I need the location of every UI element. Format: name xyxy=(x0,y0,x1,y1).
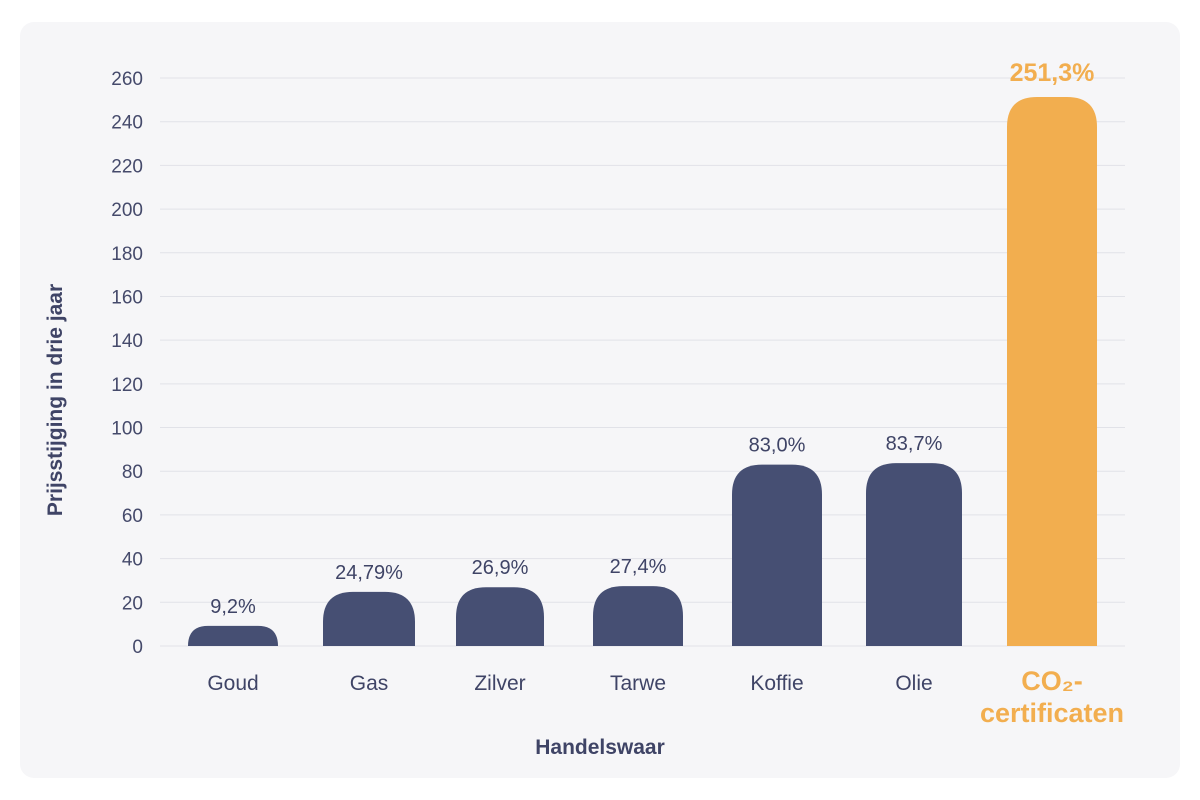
bar-gas xyxy=(323,591,415,646)
value-label: 251,3% xyxy=(1010,59,1095,87)
y-tick-label: 40 xyxy=(122,550,143,571)
value-label: 27,4% xyxy=(610,556,667,578)
bar-zilver xyxy=(456,587,544,646)
y-tick-label: 260 xyxy=(111,69,143,90)
x-tick-label: Olie xyxy=(895,672,932,695)
y-tick-label: 240 xyxy=(111,113,143,134)
x-tick-line: Olie xyxy=(895,672,932,695)
y-axis-ticks: 0 20 40 60 80 100 120 140 160 180 200 220 240 260 xyxy=(111,69,143,658)
gridlines xyxy=(160,77,1125,647)
y-tick-label: 140 xyxy=(111,331,143,352)
bar-co-certificaten xyxy=(1007,97,1097,646)
x-tick-line: Koffie xyxy=(750,672,803,695)
value-label: 83,7% xyxy=(886,433,943,455)
value-label: 26,9% xyxy=(472,557,529,579)
y-tick-label: 180 xyxy=(111,244,143,265)
y-tick-label: 220 xyxy=(111,156,143,177)
value-labels: 9,2% 24,79% 26,9% 27,4% 83,0% 83,7% 251,3% xyxy=(210,59,1094,618)
y-tick-label: 20 xyxy=(122,593,143,614)
y-tick-label: 160 xyxy=(111,287,143,308)
x-tick-line: Tarwe xyxy=(610,672,666,695)
x-tick-line: Zilver xyxy=(474,672,525,695)
y-tick-label: 60 xyxy=(122,506,143,527)
x-tick-line: certificaten xyxy=(980,698,1124,728)
y-tick-label: 120 xyxy=(111,375,143,396)
x-tick-label: Goud xyxy=(207,672,258,695)
bar-olie xyxy=(866,463,962,646)
x-tick-label: Tarwe xyxy=(610,672,666,695)
y-axis-title: Prijsstijging in drie jaar xyxy=(44,284,67,516)
x-tick-label: Zilver xyxy=(474,672,525,695)
x-tick-label: Koffie xyxy=(750,672,803,695)
x-axis-ticks: Goud Gas Zilver Tarwe Koffie Olie CO₂-certific… xyxy=(207,666,1124,728)
value-label: 9,2% xyxy=(210,596,256,618)
y-tick-label: 200 xyxy=(111,200,143,221)
x-tick-label: Gas xyxy=(350,672,389,695)
x-tick-line: Gas xyxy=(350,672,389,695)
y-tick-label: 100 xyxy=(111,419,143,440)
x-axis-title: Handelswaar xyxy=(535,736,665,759)
y-tick-label: 80 xyxy=(122,462,143,483)
x-tick-line: Goud xyxy=(207,672,258,695)
x-tick-line: CO₂- xyxy=(1021,666,1083,696)
bar-tarwe xyxy=(593,586,683,646)
value-label: 83,0% xyxy=(749,435,806,457)
chart-card xyxy=(20,22,1180,778)
x-tick-label: CO₂-certificaten xyxy=(980,666,1124,728)
y-tick-label: 0 xyxy=(132,637,143,658)
bar-koffie xyxy=(732,464,822,646)
value-label: 24,79% xyxy=(335,562,403,584)
bar-goud xyxy=(188,625,278,646)
bars xyxy=(188,97,1097,646)
